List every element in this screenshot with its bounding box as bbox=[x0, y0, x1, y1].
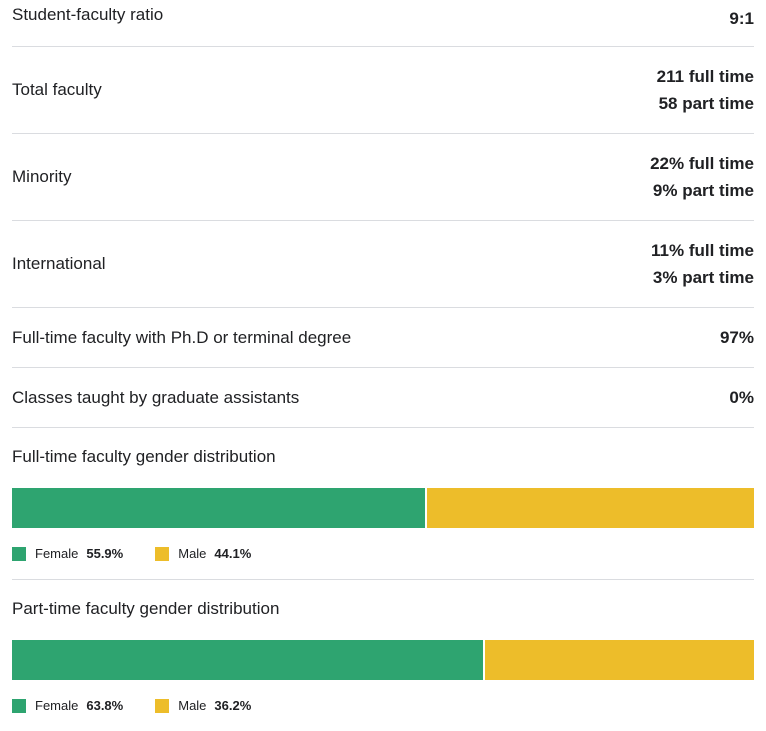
legend-value: 36.2% bbox=[214, 698, 252, 713]
stat-label: Full-time faculty with Ph.D or terminal … bbox=[12, 327, 352, 347]
gender-bar bbox=[12, 488, 754, 528]
stat-row-graduate-assistants: Classes taught by graduate assistants 0% bbox=[12, 368, 754, 428]
stat-value-part-time: 3% part time bbox=[652, 268, 754, 287]
stat-value-full-time: 22% full time bbox=[650, 154, 754, 173]
stat-value-full-time: 11% full time bbox=[651, 241, 754, 260]
stat-row-phd: Full-time faculty with Ph.D or terminal … bbox=[12, 308, 754, 368]
legend-value: 63.8% bbox=[86, 698, 124, 713]
gender-legend: Female 63.8% Male 36.2% bbox=[12, 680, 754, 731]
stat-row-total-faculty: Total faculty 211 full time 58 part time bbox=[12, 47, 754, 134]
male-bar-segment bbox=[485, 640, 754, 680]
stat-label: Minority bbox=[12, 167, 72, 186]
gender-legend: Female 55.9% Male 44.1% bbox=[12, 528, 754, 579]
distribution-title: Part-time faculty gender distribution bbox=[12, 599, 280, 618]
stat-value: 97% bbox=[719, 328, 754, 347]
stat-label: Total faculty bbox=[12, 80, 102, 99]
legend-item-male: Male 36.2% bbox=[155, 698, 251, 713]
legend-item-female: Female 55.9% bbox=[12, 546, 123, 561]
stat-value-part-time: 9% part time bbox=[652, 181, 754, 200]
legend-label: Male bbox=[178, 698, 207, 713]
male-bar-segment bbox=[426, 488, 754, 528]
stat-row-international: International 11% full time 3% part time bbox=[12, 221, 754, 308]
stat-value: 11% full time 3% part time bbox=[651, 237, 754, 291]
stat-value-full-time: 211 full time bbox=[656, 67, 754, 86]
stat-label: Classes taught by graduate assistants bbox=[12, 387, 300, 407]
full-time-gender-distribution: Full-time faculty gender distribution Fe… bbox=[12, 428, 754, 580]
stat-value: 0% bbox=[729, 388, 754, 407]
stat-value: 9:1 bbox=[729, 9, 754, 28]
female-swatch-icon bbox=[12, 546, 26, 561]
legend-item-male: Male 44.1% bbox=[155, 546, 251, 561]
legend-item-female: Female 63.8% bbox=[12, 698, 123, 713]
stat-label: Student-faculty ratio bbox=[12, 5, 164, 24]
stat-value: 211 full time 58 part time bbox=[657, 63, 754, 117]
legend-label: Female bbox=[35, 698, 79, 713]
female-swatch-icon bbox=[12, 698, 26, 713]
stat-value-part-time: 58 part time bbox=[658, 94, 754, 113]
male-swatch-icon bbox=[155, 698, 170, 713]
part-time-gender-distribution: Part-time faculty gender distribution Fe… bbox=[12, 580, 754, 731]
male-swatch-icon bbox=[155, 546, 170, 561]
female-bar-segment bbox=[12, 640, 486, 680]
distribution-title: Full-time faculty gender distribution bbox=[12, 447, 276, 466]
faculty-stats-panel: Student-faculty ratio 9:1 Total faculty … bbox=[12, 0, 754, 731]
legend-label: Male bbox=[178, 546, 207, 561]
stat-label: International bbox=[12, 254, 106, 273]
female-bar-segment bbox=[12, 488, 427, 528]
legend-label: Female bbox=[35, 546, 79, 561]
stat-row-minority: Minority 22% full time 9% part time bbox=[12, 134, 754, 221]
stat-value: 22% full time 9% part time bbox=[650, 150, 754, 204]
legend-value: 44.1% bbox=[214, 546, 252, 561]
legend-value: 55.9% bbox=[86, 546, 124, 561]
gender-bar bbox=[12, 640, 754, 680]
stat-row-student-faculty-ratio: Student-faculty ratio 9:1 bbox=[12, 0, 754, 47]
